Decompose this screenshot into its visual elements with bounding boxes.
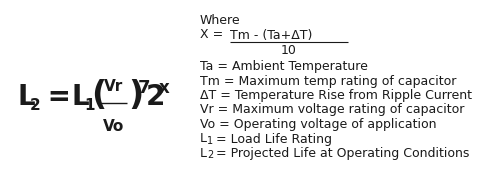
Text: L: L	[200, 132, 207, 145]
Text: (: (	[91, 79, 106, 112]
Text: Tm = Maximum temp rating of capacitor: Tm = Maximum temp rating of capacitor	[200, 75, 456, 88]
Text: = Projected Life at Operating Conditions: = Projected Life at Operating Conditions	[212, 147, 469, 160]
Text: Vr: Vr	[104, 79, 124, 94]
Text: ): )	[128, 79, 144, 112]
Text: Vr = Maximum voltage rating of capacitor: Vr = Maximum voltage rating of capacitor	[200, 103, 464, 117]
Text: Vo = Operating voltage of application: Vo = Operating voltage of application	[200, 118, 436, 131]
Text: =: =	[38, 83, 80, 111]
Text: ΔT = Temperature Rise from Ripple Current: ΔT = Temperature Rise from Ripple Curren…	[200, 89, 472, 102]
Text: 2: 2	[30, 98, 41, 113]
Text: L: L	[72, 83, 90, 111]
Text: Vo: Vo	[104, 119, 124, 134]
Text: 1: 1	[84, 98, 94, 113]
Text: 1: 1	[207, 135, 213, 145]
Text: x: x	[159, 79, 170, 97]
Text: 10: 10	[281, 44, 297, 57]
Text: 2: 2	[207, 150, 213, 160]
Text: X =: X =	[200, 28, 227, 41]
Text: L: L	[18, 83, 36, 111]
Text: Tm - (Ta+ΔT): Tm - (Ta+ΔT)	[230, 29, 312, 42]
Text: L: L	[200, 147, 207, 160]
Text: 7: 7	[138, 79, 150, 97]
Text: Where: Where	[200, 14, 240, 27]
Text: Ta = Ambient Temperature: Ta = Ambient Temperature	[200, 60, 368, 73]
Text: 2: 2	[146, 83, 166, 111]
Text: = Load Life Rating: = Load Life Rating	[212, 132, 332, 145]
